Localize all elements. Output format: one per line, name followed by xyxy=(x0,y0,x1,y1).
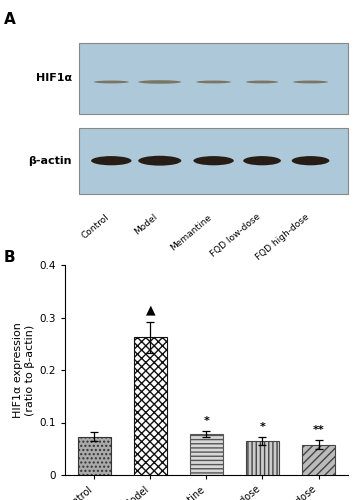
Ellipse shape xyxy=(292,156,330,166)
Text: FQD low-dose: FQD low-dose xyxy=(209,212,262,259)
Ellipse shape xyxy=(246,80,278,84)
Ellipse shape xyxy=(196,80,231,84)
Ellipse shape xyxy=(243,156,281,166)
Text: *: * xyxy=(204,416,209,426)
Text: B: B xyxy=(4,250,15,265)
Y-axis label: HIF1α expression
(ratio to β-actin): HIF1α expression (ratio to β-actin) xyxy=(13,322,35,418)
Bar xyxy=(79,43,348,114)
Ellipse shape xyxy=(91,156,131,166)
Text: ▲: ▲ xyxy=(145,304,155,316)
Text: Memantine: Memantine xyxy=(169,212,214,252)
Bar xyxy=(302,444,335,475)
Ellipse shape xyxy=(194,156,234,166)
Bar xyxy=(246,441,279,475)
Text: FQD high-dose: FQD high-dose xyxy=(254,212,311,262)
Bar xyxy=(190,434,223,475)
Text: HIF1α: HIF1α xyxy=(36,74,72,84)
Ellipse shape xyxy=(94,80,129,84)
Bar xyxy=(79,128,348,194)
Ellipse shape xyxy=(293,80,328,84)
Text: β-actin: β-actin xyxy=(28,156,72,166)
Text: *: * xyxy=(260,422,265,432)
Text: **: ** xyxy=(313,424,325,434)
Text: A: A xyxy=(4,12,15,28)
Ellipse shape xyxy=(138,156,181,166)
Ellipse shape xyxy=(138,80,181,84)
Text: Model: Model xyxy=(133,212,160,237)
Bar xyxy=(134,338,167,475)
Bar xyxy=(78,436,111,475)
Text: Control: Control xyxy=(80,212,111,240)
